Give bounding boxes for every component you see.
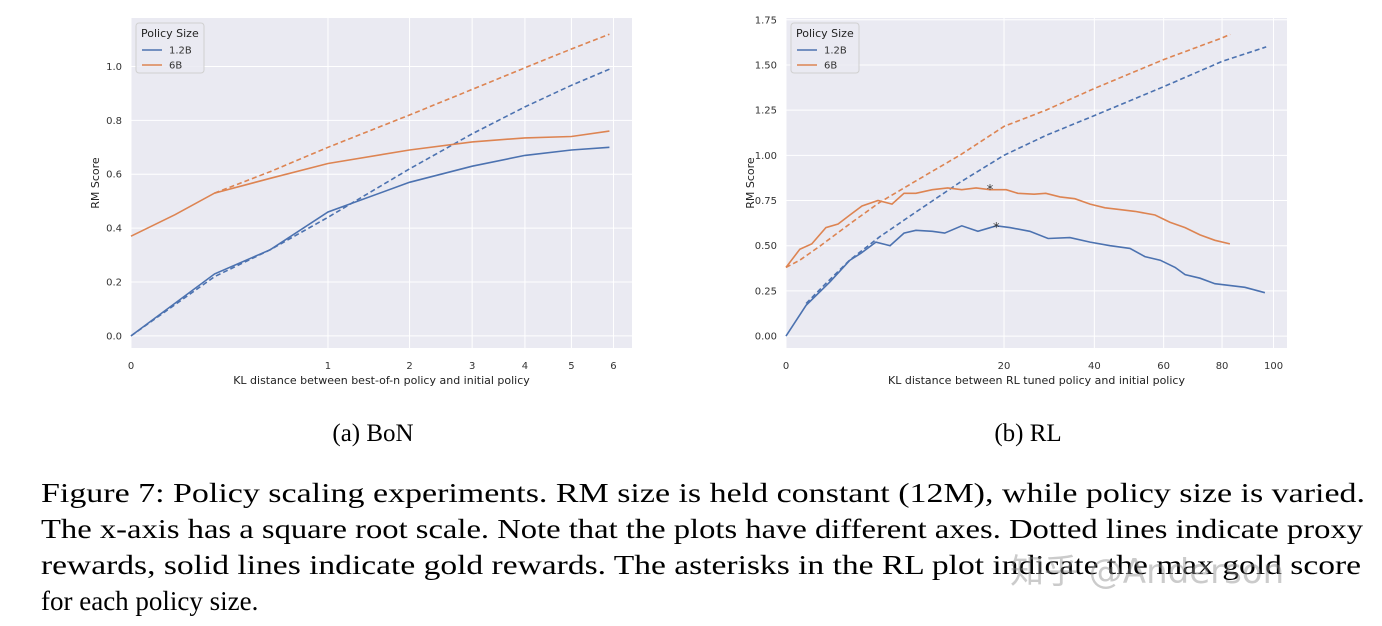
y-tick-label: 1.50 [755,60,777,71]
watermark: 知乎 @Anderson [1010,552,1284,592]
x-tick-label: 80 [1216,361,1229,372]
x-tick-label: 2 [406,361,412,372]
y-tick-label: 1.00 [755,151,777,162]
y-tick-label: 1.75 [755,15,777,26]
y-tick-label: 0.4 [106,224,122,235]
caption-line: for each policy size. [41,586,258,616]
chart: 0.0 0.2 0.4 0.6 0.8 1.0 0 1 2 3 4 5 6 KL distance bet… [89,18,632,387]
x-axis-label: KL distance between best-of-n policy and… [233,374,530,387]
caption-line: rewards, solid lines indicate gold rewar… [41,550,1361,580]
y-tick-label: 0.0 [106,331,122,342]
y-tick-label: 1.0 [106,62,122,73]
x-tick-label: 6 [610,361,616,372]
legend-label: 1.2B [169,46,192,57]
max-marker: * [993,221,1000,236]
subcaption: (a) BoN [332,420,413,447]
caption-line: Figure 7: Policy scaling experiments. RM… [41,478,1365,508]
legend-label: 6B [824,61,837,72]
y-tick-label: 1.25 [755,106,777,117]
x-axis-label: KL distance between RL tuned policy and … [888,374,1185,387]
proxy-line [214,33,610,194]
y-tick-label: 0.50 [755,241,777,252]
x-tick-label: 60 [1157,361,1170,372]
y-tick-label: 0.6 [106,170,122,181]
proxy-line [785,33,1231,269]
x-tick-label: 4 [522,361,528,372]
legend-label: 6B [169,61,182,72]
x-tick-label: 20 [998,361,1011,372]
x-tick-label: 40 [1088,361,1101,372]
x-tick-label: 5 [568,361,574,372]
x-tick-label: 0 [128,361,134,372]
max-marker: * [987,183,994,198]
legend-title: Policy Size [796,27,854,40]
proxy-line [805,46,1267,305]
legend-box [790,22,860,74]
gold-line [130,130,610,237]
caption-line: The x-axis has a square root scale. Note… [41,514,1364,544]
gold-line [130,146,610,337]
x-tick-label: 3 [469,361,475,372]
y-tick-label: 0.2 [106,278,122,289]
y-tick-label: 0.75 [755,196,777,207]
proxy-line [130,68,610,337]
gold-line [785,224,1266,337]
y-axis-label: RM Score [89,157,102,209]
y-tick-label: 0.00 [755,332,777,343]
chart: 0.00 0.25 0.50 0.75 1.00 1.25 1.50 1.75 0 20 40 60 8… [744,15,1287,387]
x-tick-label: 100 [1264,361,1283,372]
plot-area [786,18,1287,348]
x-tick-label: 1 [325,361,331,372]
subcaption: (b) RL [994,420,1061,447]
y-tick-label: 0.25 [755,286,777,297]
legend-box [135,22,205,74]
legend-label: 1.2B [824,46,847,57]
legend-title: Policy Size [141,27,199,40]
y-tick-label: 0.8 [106,116,122,127]
x-tick-label: 0 [783,361,789,372]
y-axis-label: RM Score [744,157,757,209]
plot-area [131,18,632,348]
gold-line [785,187,1231,268]
